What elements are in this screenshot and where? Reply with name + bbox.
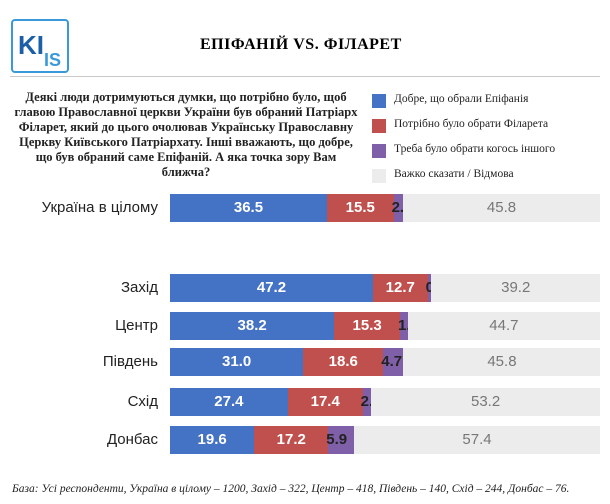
logo-text-ki: KI [18,30,44,60]
legend-swatch-filaret [372,119,386,133]
bar-segment-filaret [334,312,401,340]
bar-value-label-filaret: 15.3 [352,317,382,334]
bar-segment-dk [403,194,600,222]
bar-segment-filaret [254,426,329,454]
bar-segment-dk [371,388,600,416]
legend-label-epifaniy: Добре, що обрали Епіфанія [394,93,529,105]
bar-segment-epifaniy [170,426,255,454]
bar-segment-epifaniy [170,388,288,416]
bar-segment-other [400,312,408,340]
legend-label-filaret: Потрібно було обрати Філарета [394,118,549,130]
bar-value-label-other: 5.9 [326,431,348,448]
bar-value-label-filaret: 15.5 [345,199,375,216]
bar-value-label-filaret: 12.7 [385,279,415,296]
legend: Добре, що обрали Епіфанія Потрібно було … [372,92,602,192]
bar-value-label-dk: 44.7 [489,317,519,334]
bar-value-label-dk: 53.2 [471,393,501,410]
category-label: Центр [115,317,158,334]
bar-value-label-other: 4.7 [381,353,403,370]
category-label: Україна в цілому [41,199,158,216]
bar-value-label-dk: 45.8 [486,199,517,216]
legend-label-dk: Важко сказати / Відмова [394,168,514,180]
legend-swatch-epifaniy [372,94,386,108]
legend-item-dk: Важко сказати / Відмова [372,167,602,192]
bar-value-label-epifaniy: 31.0 [222,353,252,370]
bar-segment-filaret [287,388,363,416]
bar-segment-dk [403,348,601,376]
legend-swatch-other [372,144,386,158]
bar-value-label-epifaniy: 36.5 [233,199,264,216]
logo-text-is: IS [44,50,61,70]
bar-value-label-epifaniy: 27.4 [214,393,244,410]
category-label: Схід [127,393,158,410]
survey-question: Деякі люди дотримуються думки, що потріб… [14,90,358,179]
bar-segment-epifaniy [170,312,335,340]
bar-value-label-filaret: 17.4 [310,393,340,410]
category-label: Захід [121,279,158,296]
stacked-bar-chart: Україна в цілому 36.5 15.5 2.2 45.8 Захід 47.2… [0,188,610,460]
bar-value-label-dk: 57.4 [462,431,492,448]
bar-value-label-epifaniy: 19.6 [197,431,227,448]
legend-label-other: Треба було обрати когось іншого [394,143,556,155]
chart-title: ЕПІФАНІЙ VS. ФІЛАРЕТ [200,36,402,53]
sample-base-footnote: База: Усі респонденти, Україна в цілому … [12,483,570,495]
bar-segment-filaret [372,274,428,302]
bar-value-label-filaret: 18.6 [328,353,358,370]
bar-value-label-epifaniy: 38.2 [237,317,267,334]
bar-segment-other [383,348,404,376]
legend-item-filaret: Потрібно було обрати Філарета [372,117,602,142]
bar-segment-dk [431,274,600,302]
bar-value-label-filaret: 17.2 [276,431,306,448]
bar-segment-filaret [303,348,384,376]
category-label: Південь [102,353,158,370]
bar-segment-other [427,274,432,302]
bar-segment-filaret [326,194,394,222]
bar-segment-dk [353,426,601,454]
bar-segment-other [393,194,404,222]
bar-value-label-epifaniy: 47.2 [256,279,287,296]
title-divider [10,76,600,77]
bar-segment-epifaniy [170,194,327,222]
bar-segment-epifaniy [170,274,373,302]
bar-value-label-dk: 39.2 [501,279,531,296]
kiis-logo: KI IS [11,19,69,73]
legend-item-epifaniy: Добре, що обрали Епіфанія [372,92,602,117]
bar-segment-dk [407,312,600,340]
bar-segment-other [328,426,354,454]
category-label: Донбас [106,431,158,448]
bar-value-label-dk: 45.8 [487,353,517,370]
legend-swatch-dk [372,169,386,183]
bar-segment-other [362,388,372,416]
bar-segment-epifaniy [170,348,304,376]
legend-item-other: Треба було обрати когось іншого [372,142,602,167]
